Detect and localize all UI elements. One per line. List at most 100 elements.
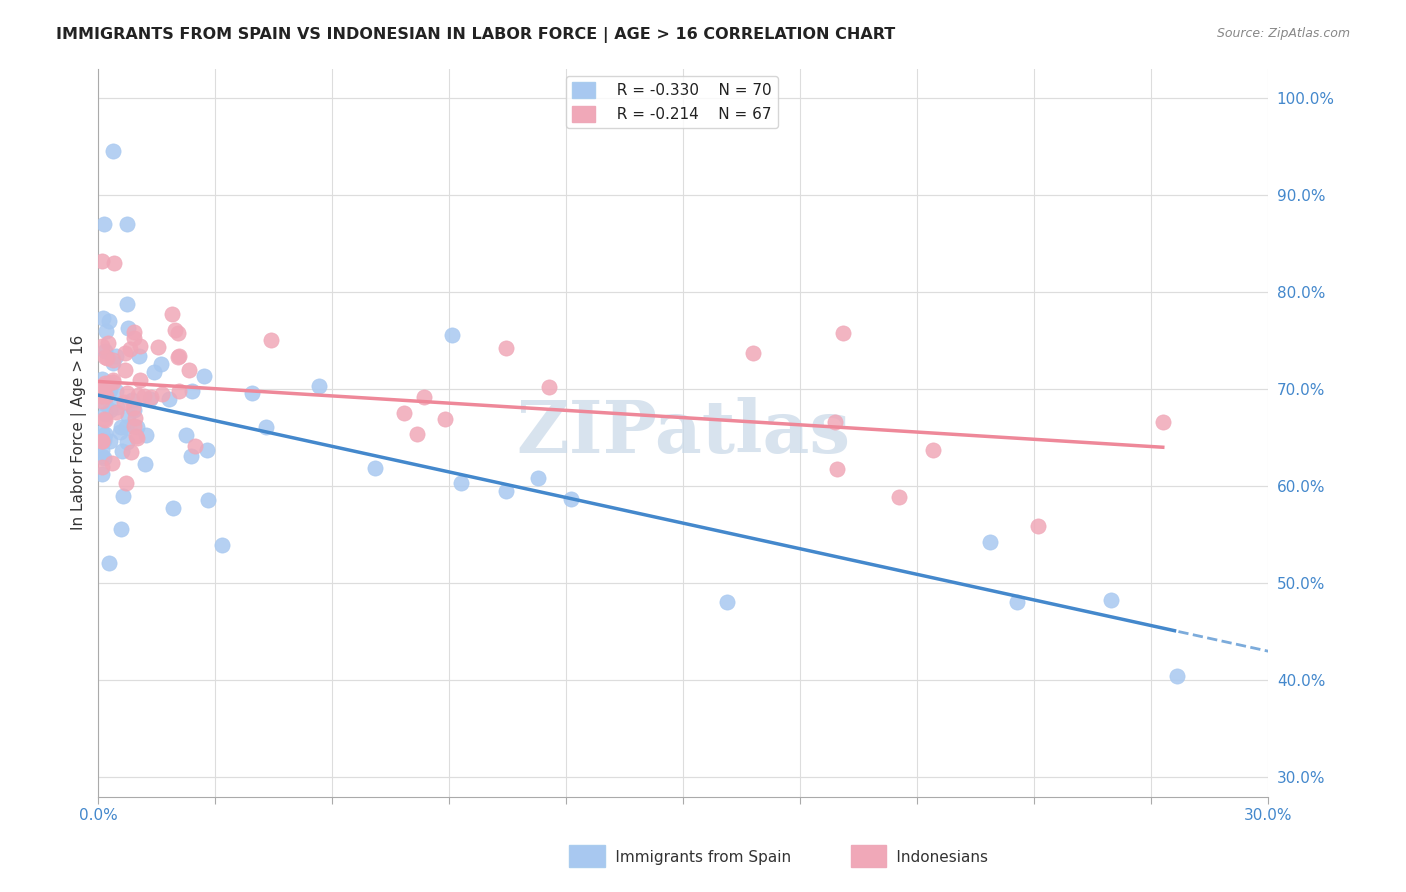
- Point: [101, 144, 124, 158]
- Point: [125, 429, 148, 443]
- Point: [103, 256, 125, 270]
- Point: [117, 321, 139, 335]
- Point: [150, 387, 173, 401]
- Point: [827, 462, 849, 476]
- Point: [94, 397, 117, 411]
- Point: [98, 314, 121, 328]
- Point: [94, 324, 117, 338]
- Text: Immigrants from Spain: Immigrants from Spain: [591, 850, 790, 865]
- Point: [184, 439, 207, 453]
- Point: [128, 350, 150, 364]
- Point: [110, 522, 132, 536]
- Point: [824, 415, 846, 429]
- Point: [308, 378, 330, 392]
- Point: [1166, 669, 1188, 683]
- Point: [260, 334, 283, 348]
- Text: Source: ZipAtlas.com: Source: ZipAtlas.com: [1216, 27, 1350, 40]
- Point: [141, 390, 163, 404]
- Point: [167, 351, 190, 365]
- Point: [134, 458, 156, 472]
- Point: [146, 340, 169, 354]
- Point: [91, 389, 114, 403]
- Point: [91, 379, 114, 393]
- Point: [93, 412, 115, 426]
- Point: [139, 392, 162, 407]
- Point: [181, 384, 204, 399]
- Point: [197, 492, 219, 507]
- Point: [94, 350, 117, 364]
- Point: [91, 425, 114, 439]
- Point: [124, 325, 146, 339]
- Point: [98, 556, 121, 570]
- Point: [101, 373, 124, 387]
- Point: [135, 428, 157, 442]
- Point: [93, 217, 115, 231]
- Point: [125, 419, 148, 434]
- Point: [91, 339, 114, 353]
- Point: [979, 535, 1001, 549]
- Point: [122, 331, 145, 345]
- Point: [1099, 592, 1122, 607]
- Point: [108, 425, 131, 439]
- Point: [174, 428, 197, 442]
- Point: [91, 372, 114, 386]
- Point: [91, 434, 114, 448]
- Point: [97, 335, 120, 350]
- Point: [160, 307, 183, 321]
- Point: [105, 400, 128, 414]
- Point: [169, 349, 191, 363]
- Point: [110, 443, 132, 458]
- Point: [1026, 518, 1049, 533]
- Point: [91, 254, 114, 268]
- Point: [163, 323, 186, 337]
- Point: [364, 460, 387, 475]
- Point: [93, 413, 115, 427]
- Text: IMMIGRANTS FROM SPAIN VS INDONESIAN IN LABOR FORCE | AGE > 16 CORRELATION CHART: IMMIGRANTS FROM SPAIN VS INDONESIAN IN L…: [56, 27, 896, 43]
- Point: [495, 342, 517, 356]
- Point: [162, 501, 184, 516]
- Point: [143, 365, 166, 379]
- Point: [741, 346, 763, 360]
- Point: [167, 384, 190, 399]
- Point: [93, 376, 115, 390]
- Point: [115, 475, 138, 490]
- Point: [98, 403, 121, 417]
- Point: [110, 419, 132, 434]
- Point: [922, 442, 945, 457]
- Y-axis label: In Labor Force | Age > 16: In Labor Force | Age > 16: [72, 335, 87, 530]
- Point: [128, 339, 150, 353]
- Text: ZIPatlas: ZIPatlas: [516, 397, 851, 468]
- Point: [179, 363, 201, 377]
- Point: [91, 467, 114, 481]
- Point: [527, 471, 550, 485]
- Point: [125, 431, 148, 445]
- Point: [115, 386, 138, 401]
- Point: [112, 489, 135, 503]
- Bar: [569, 845, 605, 867]
- Point: [101, 456, 124, 470]
- Point: [114, 362, 136, 376]
- Point: [98, 383, 121, 397]
- Point: [832, 326, 855, 341]
- Point: [495, 484, 517, 499]
- Point: [450, 475, 472, 490]
- Point: [434, 412, 457, 426]
- Point: [91, 311, 114, 326]
- Point: [91, 434, 114, 448]
- Point: [93, 427, 115, 442]
- Point: [91, 383, 114, 397]
- Point: [91, 381, 114, 395]
- Point: [91, 393, 114, 408]
- Point: [538, 380, 561, 394]
- Bar: [851, 845, 886, 867]
- Point: [103, 376, 125, 390]
- Point: [93, 451, 115, 466]
- Point: [115, 297, 138, 311]
- Point: [254, 419, 277, 434]
- Point: [440, 328, 463, 343]
- Point: [117, 409, 139, 424]
- Point: [120, 445, 142, 459]
- Point: [112, 394, 135, 409]
- Point: [193, 368, 215, 383]
- Point: [180, 449, 202, 463]
